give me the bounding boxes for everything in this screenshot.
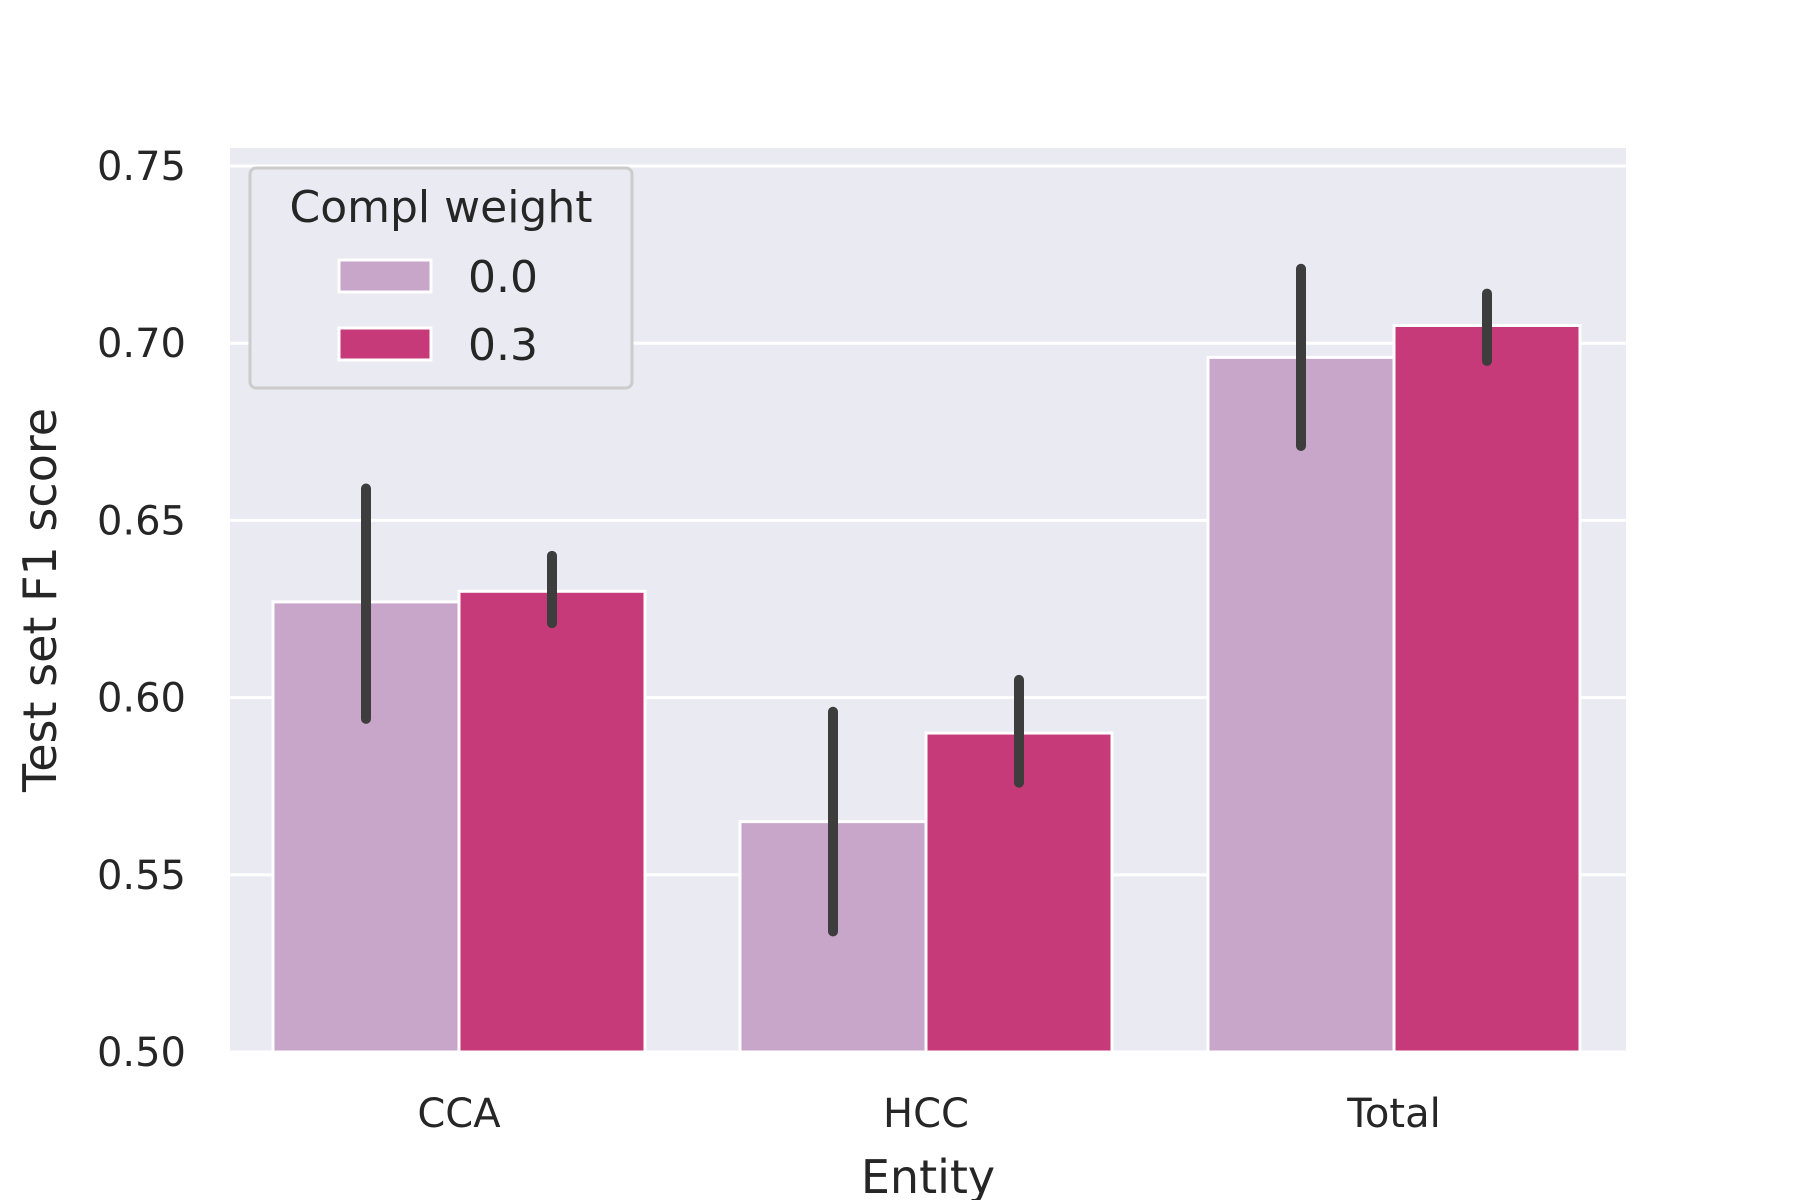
y-tick-label-5: 0.75 [97,144,186,190]
bar-total-series-1 [1392,323,1582,1054]
x-axis-label: Entity [861,1150,995,1200]
error-bars [361,263,1492,937]
legend-swatch-1 [337,326,433,362]
y-tick-label-3: 0.65 [97,498,186,544]
y-tick-label-2: 0.60 [97,676,186,722]
legend: Compl weight 0.0 0.3 [248,166,634,390]
x-tick-label-total: Total [1346,1091,1440,1137]
legend-entry-1: 0.3 [468,320,538,371]
bar-total-series-0 [1206,355,1396,1054]
x-tick-label-cca: CCA [417,1091,501,1137]
y-tick-label-0: 0.50 [97,1030,186,1076]
legend-title: Compl weight [290,182,593,233]
x-tick-labels: CCA HCC Total [417,1091,1440,1137]
legend-swatch-0 [337,258,433,294]
x-tick-label-hcc: HCC [883,1091,969,1137]
legend-entry-0: 0.0 [468,252,538,303]
y-tick-label-1: 0.55 [97,853,186,899]
bar-cca-series-1 [457,589,647,1054]
y-tick-labels: 0.50 0.55 0.60 0.65 0.70 0.75 [97,144,186,1076]
y-axis-label: Test set F1 score [13,408,67,793]
y-tick-label-4: 0.70 [97,321,186,367]
